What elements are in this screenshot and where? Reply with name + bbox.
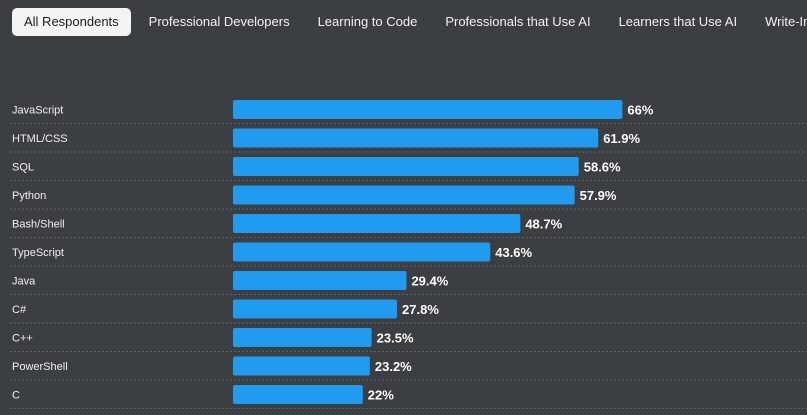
value-label-python: 57.9%: [580, 188, 617, 203]
tab-professionals-that-use-ai[interactable]: Professionals that Use AI: [445, 14, 591, 29]
category-label-typescript: TypeScript: [12, 247, 64, 259]
tab-learning-to-code[interactable]: Learning to Code: [317, 14, 418, 29]
bar-html-css[interactable]: [233, 128, 599, 148]
value-label-bash-shell: 48.7%: [525, 217, 562, 232]
category-label-cplusplus: C++: [12, 333, 33, 345]
category-label-csharp: C#: [12, 304, 27, 316]
value-label-typescript: 43.6%: [495, 245, 532, 260]
value-label-csharp: 27.8%: [402, 302, 439, 317]
category-label-bash-shell: Bash/Shell: [12, 219, 65, 231]
category-label-java: Java: [12, 276, 36, 288]
category-label-javascript: JavaScript: [12, 105, 63, 117]
value-label-html-css: 61.9%: [603, 131, 640, 146]
bar-bash-shell[interactable]: [233, 214, 521, 233]
tab-learners-that-use-ai[interactable]: Learners that Use AI: [618, 14, 738, 29]
value-label-powershell: 23.2%: [375, 359, 412, 374]
value-label-cplusplus: 23.5%: [377, 331, 414, 346]
bar-csharp[interactable]: [233, 299, 398, 319]
bar-java[interactable]: [233, 271, 407, 290]
value-label-java: 29.4%: [411, 274, 448, 289]
value-label-c: 22%: [368, 388, 394, 403]
respondent-tabs: All Respondents Professional Developers …: [12, 8, 807, 36]
bar-sql[interactable]: [233, 157, 579, 176]
category-label-python: Python: [12, 190, 46, 202]
bar-c[interactable]: [233, 385, 363, 404]
tab-write-ins[interactable]: Write-Ins: [765, 14, 807, 29]
value-label-sql: 58.6%: [584, 160, 621, 175]
value-label-javascript: 66%: [627, 103, 653, 118]
category-label-sql: SQL: [12, 162, 34, 174]
tab-professional-developers[interactable]: Professional Developers: [148, 14, 290, 29]
tab-all-respondents[interactable]: All Respondents: [12, 8, 131, 36]
bar-javascript[interactable]: [233, 100, 623, 119]
bar-cplusplus[interactable]: [233, 328, 372, 347]
category-label-powershell: PowerShell: [12, 361, 68, 373]
bar-powershell[interactable]: [233, 356, 370, 376]
bar-typescript[interactable]: [233, 242, 491, 262]
category-label-html-css: HTML/CSS: [12, 133, 68, 145]
category-label-c: C: [12, 390, 20, 402]
language-usage-bar-chart: JavaScript 66% HTML/CSS 61.9% SQL 58.6% Python…: [10, 100, 807, 409]
bar-python[interactable]: [233, 185, 575, 205]
